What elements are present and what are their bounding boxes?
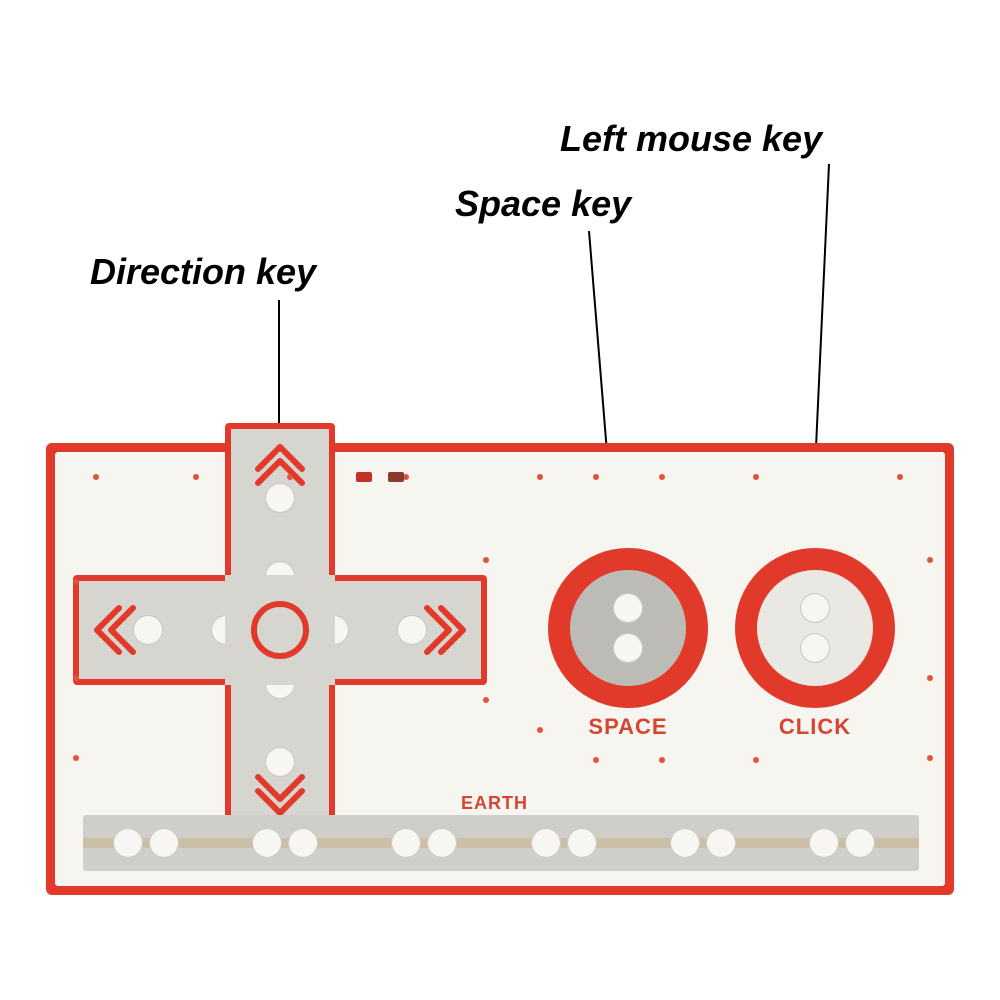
earth-hole — [113, 828, 143, 858]
via-dot — [927, 755, 933, 761]
click-pad — [757, 570, 873, 686]
via-dot — [93, 474, 99, 480]
via-dot — [659, 757, 665, 763]
via-dot — [483, 557, 489, 563]
via-dot — [73, 755, 79, 761]
diagram-stage: Direction key Space key Left mouse key S… — [0, 0, 1000, 1000]
earth-hole — [391, 828, 421, 858]
via-dot — [537, 474, 543, 480]
label-space-key: Space key — [455, 183, 631, 225]
earth-hole — [809, 828, 839, 858]
earth-hole — [531, 828, 561, 858]
earth-hole — [252, 828, 282, 858]
via-dot — [73, 579, 79, 585]
dpad-hole — [397, 615, 427, 645]
via-dot — [753, 757, 759, 763]
via-dot — [483, 697, 489, 703]
via-dot — [927, 557, 933, 563]
circuit-board: SPACE CLICK EARTH — [46, 443, 954, 895]
earth-hole — [427, 828, 457, 858]
click-button-label: CLICK — [735, 714, 895, 740]
earth-hole — [288, 828, 318, 858]
dpad-center-ring — [251, 601, 309, 659]
earth-hole — [845, 828, 875, 858]
via-dot — [753, 474, 759, 480]
earth-hole — [567, 828, 597, 858]
via-dot — [897, 474, 903, 480]
button-hole — [613, 593, 643, 623]
earth-bar — [83, 838, 919, 848]
space-button-label: SPACE — [548, 714, 708, 740]
earth-hole — [670, 828, 700, 858]
direction-pad — [79, 429, 481, 831]
earth-hole — [706, 828, 736, 858]
via-dot — [593, 474, 599, 480]
earth-strip — [83, 815, 919, 871]
via-dot — [287, 474, 293, 480]
earth-hole — [149, 828, 179, 858]
button-hole — [800, 633, 830, 663]
dpad-hole — [265, 747, 295, 777]
via-dot — [593, 757, 599, 763]
via-dot — [927, 675, 933, 681]
via-dot — [193, 474, 199, 480]
dpad-hole — [133, 615, 163, 645]
earth-label: EARTH — [461, 793, 528, 814]
via-dot — [73, 675, 79, 681]
via-dot — [659, 474, 665, 480]
led-icon — [388, 472, 404, 482]
label-direction-key: Direction key — [90, 251, 316, 293]
button-hole — [800, 593, 830, 623]
dpad-hole — [265, 483, 295, 513]
button-hole — [613, 633, 643, 663]
via-dot — [537, 727, 543, 733]
label-left-mouse-key: Left mouse key — [560, 118, 822, 160]
space-pad — [570, 570, 686, 686]
led-icon — [356, 472, 372, 482]
